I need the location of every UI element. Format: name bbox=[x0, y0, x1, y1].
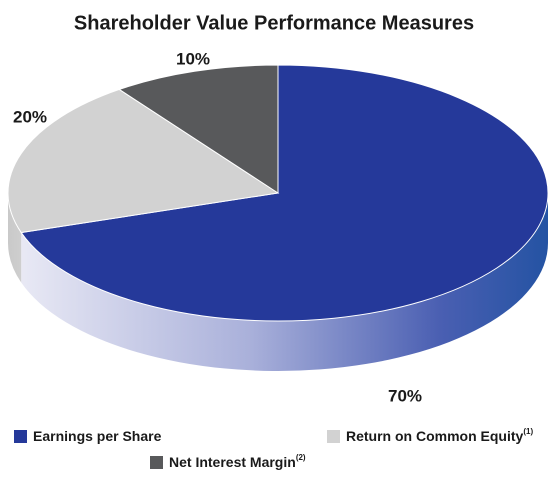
value-label: 70% bbox=[388, 386, 422, 405]
chart-title: Shareholder Value Performance Measures bbox=[74, 12, 474, 34]
value-label: 20% bbox=[13, 107, 47, 126]
legend-footnote: (1) bbox=[523, 427, 533, 436]
legend-swatch bbox=[327, 430, 340, 443]
legend-swatch bbox=[150, 456, 163, 469]
slice bbox=[7, 88, 280, 234]
legend-label: Return on Common Equity(1) bbox=[346, 427, 533, 444]
slice-side bbox=[21, 193, 548, 371]
legend-swatch bbox=[14, 430, 27, 443]
slice bbox=[118, 64, 279, 194]
legend-label: Net Interest Margin(2) bbox=[169, 453, 306, 470]
value-label: 10% bbox=[176, 49, 210, 68]
legend-text: Return on Common Equity bbox=[346, 428, 524, 444]
slice-side bbox=[8, 193, 22, 283]
legend-footnote: (2) bbox=[296, 453, 306, 462]
slice bbox=[20, 64, 548, 322]
legend-text: Net Interest Margin bbox=[169, 454, 296, 470]
legend-text: Earnings per Share bbox=[33, 428, 162, 444]
legend-label: Earnings per Share bbox=[33, 428, 162, 444]
